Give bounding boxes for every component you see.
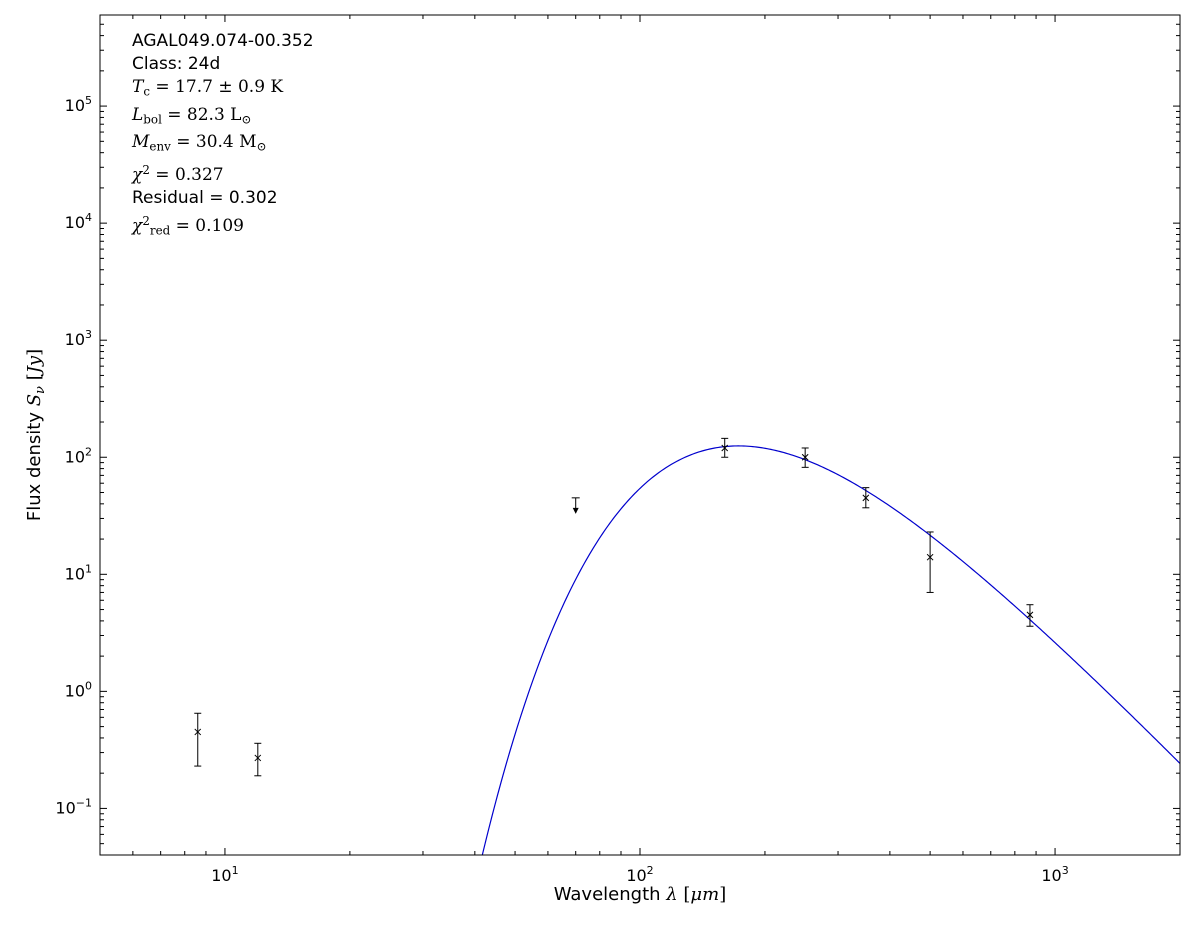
x-tick-label: 103 (1041, 864, 1068, 885)
fit-parameters-annotation: AGAL049.074-00.352 Class: 24d Tc = 17.7 ± … (132, 30, 314, 242)
annotation-segment: 2 (142, 162, 150, 177)
plot-border (99, 14, 1181, 856)
greybody-fit-curve (481, 445, 1180, 855)
y-tick-label: 105 (65, 94, 92, 115)
y-tick-label: 104 (65, 211, 92, 232)
annotation-segment: Residual = 0.302 (132, 187, 278, 208)
y-tick-label: 103 (65, 328, 92, 349)
upper-limit-marker (571, 497, 580, 514)
annotation-segment: ⊙ (256, 139, 267, 154)
data-point (1026, 604, 1034, 627)
annotation-segment: χ (132, 215, 143, 236)
annotation-line: χ2red = 0.109 (132, 210, 314, 243)
annotation-segment: = 0.327 (149, 164, 224, 185)
y-axis-label: Flux density Sν [Jy] (24, 349, 48, 521)
data-point (194, 712, 202, 767)
annotation-segment: env (149, 139, 171, 154)
annotation-segment: χ (132, 164, 143, 185)
y-tick-label: 101 (65, 562, 92, 583)
annotation-segment: Class: 24d (132, 54, 221, 74)
annotation-line: Residual = 0.302 (132, 187, 314, 210)
annotation-line: Tc = 17.7 ± 0.9 K (132, 76, 314, 104)
annotation-segment: = 82.3 L (161, 104, 242, 125)
data-point (926, 531, 934, 593)
axis-ticks (100, 15, 1180, 855)
annotation-segment: L (132, 104, 144, 125)
annotation-segment: = 17.7 ± 0.9 K (150, 77, 284, 97)
annotation-segment: 2 (142, 213, 150, 228)
annotation-segment: ⊙ (241, 112, 252, 127)
y-tick-label: 10−1 (55, 796, 92, 817)
annotation-segment: AGAL049.074-00.352 (132, 31, 314, 51)
x-axis-label: Wavelength λ [μm] (554, 884, 726, 905)
data-point (721, 437, 729, 458)
x-tick-label: 101 (211, 864, 238, 885)
x-tick-label: 102 (626, 864, 653, 885)
annotation-segment: T (132, 77, 144, 97)
annotation-segment: M (132, 132, 150, 153)
annotation-segment: bol (143, 112, 162, 127)
y-tick-label: 100 (65, 679, 92, 700)
annotation-line: AGAL049.074-00.352 (132, 30, 314, 53)
annotation-line: Menv = 30.4 M⊙ (132, 131, 314, 159)
annotation-line: χ2 = 0.327 (132, 159, 314, 187)
annotation-segment: = 0.109 (170, 215, 244, 236)
y-tick-label: 102 (65, 445, 92, 466)
annotation-segment: = 30.4 M (170, 132, 257, 153)
annotation-line: Class: 24d (132, 53, 314, 76)
annotation-segment: red (149, 223, 171, 238)
data-point (862, 487, 870, 509)
annotation-segment: c (143, 84, 151, 99)
annotation-line: Lbol = 82.3 L⊙ (132, 104, 314, 132)
data-point (254, 742, 262, 777)
data-point (801, 447, 809, 468)
